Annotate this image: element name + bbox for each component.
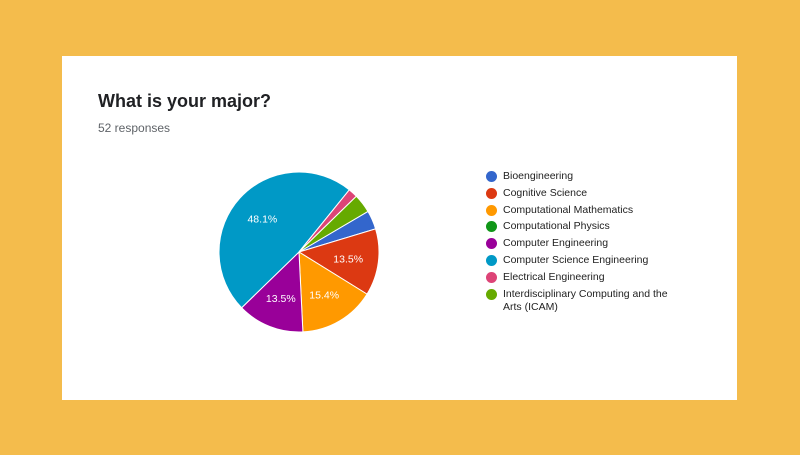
pie-chart: 13.5% 15.4% 13.5% 48.1% (218, 171, 380, 333)
legend-label: Cognitive Science (503, 186, 588, 199)
legend-item[interactable]: Electrical Engineering (486, 271, 686, 284)
pie-slice-7[interactable] (298, 195, 369, 253)
pie-data-label-1: 13.5% (333, 253, 363, 265)
pie-slices (218, 171, 380, 333)
pie-data-label-5: 48.1% (247, 214, 277, 226)
legend-label: Computer Science Engineering (503, 253, 649, 266)
chart-legend: Bioengineering Cognitive Science Computati… (486, 170, 686, 317)
legend-item[interactable]: Computational Physics (486, 220, 686, 233)
legend-swatch-icon (486, 187, 497, 199)
legend-label: Computer Engineering (503, 237, 609, 250)
legend-label: Bioengineering (503, 170, 574, 182)
legend-swatch-icon (486, 238, 497, 250)
form-response-card: What is your major? 52 responses 13.5% 15… (62, 56, 737, 400)
legend-swatch-icon (486, 221, 497, 233)
legend-item[interactable]: Bioengineering (486, 170, 686, 183)
pie-slice-5[interactable] (218, 171, 351, 309)
legend-item[interactable]: Computer Engineering (486, 237, 686, 250)
question-title: What is your major? (98, 91, 272, 111)
pie-labels: 13.5% 15.4% 13.5% 48.1% (247, 214, 363, 306)
legend-label: Electrical Engineering (503, 270, 605, 283)
pie-slice-2[interactable] (298, 251, 368, 333)
pie-data-label-2: 15.4% (309, 290, 339, 302)
legend-item[interactable]: Interdisciplinary Computing and the Arts… (486, 288, 686, 314)
legend-item[interactable]: Cognitive Science (486, 187, 686, 200)
legend-swatch-icon (486, 204, 497, 216)
pie-slice-1[interactable] (297, 228, 380, 295)
pie-slice-4[interactable] (240, 250, 304, 333)
response-count: 52 responses (98, 121, 171, 135)
legend-swatch-icon (486, 171, 497, 182)
legend-label: Computational Mathematics (503, 203, 634, 216)
legend-item[interactable]: Computational Mathematics (486, 204, 686, 217)
pie-data-label-4: 13.5% (266, 293, 296, 305)
legend-swatch-icon (486, 254, 497, 266)
legend-item[interactable]: Computer Science Engineering (486, 254, 686, 267)
legend-label: Computational Physics (503, 220, 610, 233)
legend-label: Interdisciplinary Computing and the Arts… (503, 287, 668, 313)
legend-swatch-icon (486, 271, 497, 283)
legend-swatch-icon (486, 288, 497, 300)
